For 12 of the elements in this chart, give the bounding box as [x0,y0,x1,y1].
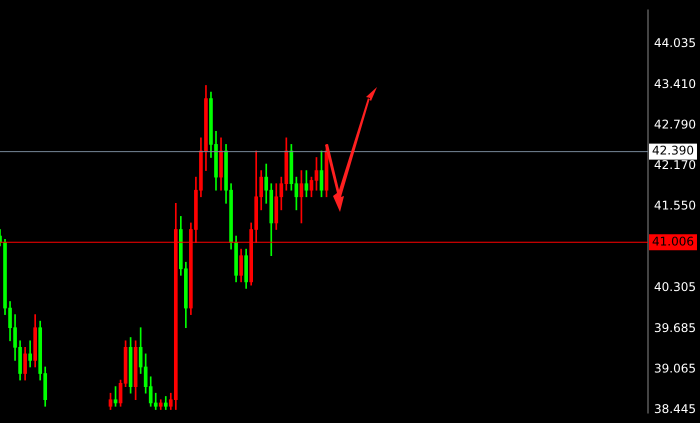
ref-line-label: 41.006 [652,234,694,248]
y-tick-label: 39.065 [654,361,696,376]
y-tick-label: 39.685 [654,320,696,335]
y-tick-label: 41.550 [654,198,696,213]
ref-line-label: 42.390 [652,144,694,158]
y-tick-label: 44.035 [654,36,696,50]
y-tick-label: 40.305 [654,280,696,294]
y-tick-label: 43.410 [654,76,696,91]
y-tick-label: 38.445 [654,402,696,416]
y-tick-label: 42.790 [654,118,696,132]
candlestick [114,386,118,407]
y-tick-label: 42.170 [654,158,696,172]
